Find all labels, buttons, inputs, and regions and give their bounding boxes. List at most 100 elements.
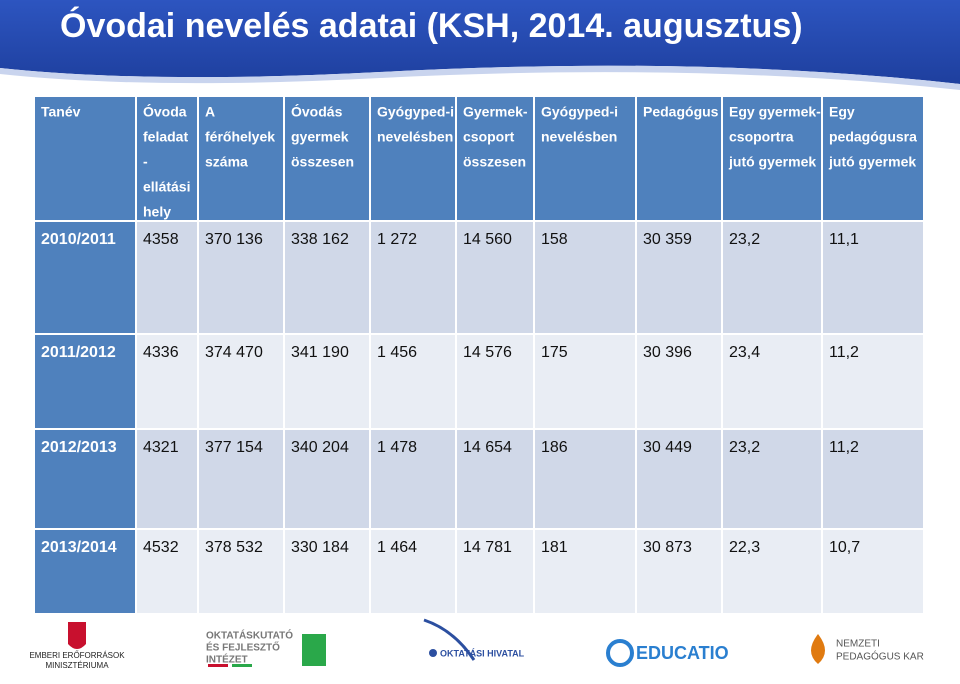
cell (199, 335, 283, 428)
cell (137, 430, 197, 528)
header-text: ellátási (143, 179, 190, 195)
header-text: jutó gyermek (828, 154, 916, 170)
header-text: hely (143, 204, 171, 220)
cell-text: 14 654 (463, 439, 512, 456)
cell-text: 11,1 (829, 231, 859, 248)
cell-text: 1 464 (377, 539, 417, 556)
cell (199, 222, 283, 333)
cell (457, 530, 533, 613)
cell (535, 335, 635, 428)
cell (285, 430, 369, 528)
cell (823, 335, 923, 428)
crest (68, 622, 86, 649)
header-text: pedagógusra (829, 129, 917, 145)
cell-text: 341 190 (291, 344, 349, 361)
logo-text: PEDAGÓGUS KAR (836, 650, 924, 663)
header-text: jutó gyermek (728, 154, 816, 170)
cell-text: 338 162 (291, 231, 349, 248)
cell (723, 335, 821, 428)
header-text: Gyermek- (463, 104, 528, 120)
cell (285, 222, 369, 333)
header-cell (199, 97, 283, 220)
cell-text: 11,2 (829, 439, 859, 456)
cell-text: 14 560 (463, 231, 512, 248)
cell (823, 430, 923, 528)
cell-text: 22,3 (729, 539, 760, 556)
cell (723, 222, 821, 333)
logo-text: NEMZETI (836, 639, 880, 650)
cell-text: 23,4 (729, 344, 760, 361)
cell (823, 222, 923, 333)
cell (199, 430, 283, 528)
ofi-bar (208, 664, 228, 667)
cell (723, 430, 821, 528)
cell (199, 530, 283, 613)
cell-text: 23,2 (729, 231, 760, 248)
header-text: férőhelyek (205, 129, 275, 145)
cell-text: 14 576 (463, 344, 512, 361)
cell-text: 1 478 (377, 439, 417, 456)
oh-dot (429, 649, 437, 657)
logo-text: ÉS FEJLESZTŐ (206, 641, 280, 654)
logo-text: EDUCATIO (636, 643, 729, 663)
header-cell (535, 97, 635, 220)
header-text: Tanév (41, 104, 81, 120)
header-text: nevelésben (541, 129, 617, 145)
cell-text: 1 456 (377, 344, 417, 361)
cell (457, 335, 533, 428)
cell (137, 530, 197, 613)
cell (371, 335, 455, 428)
banner (0, 0, 960, 84)
cell (823, 530, 923, 613)
header-text: Gyógyped-i (541, 104, 618, 120)
header-text: Óvodás (291, 103, 343, 120)
cell-text: 4321 (143, 439, 179, 456)
cell (371, 530, 455, 613)
cell (137, 222, 197, 333)
cell-text: 30 449 (643, 439, 692, 456)
header-cell (723, 97, 821, 220)
cell (637, 335, 721, 428)
header-text: összesen (463, 154, 526, 170)
cell (637, 530, 721, 613)
cell (535, 530, 635, 613)
cell-text: 377 154 (205, 439, 263, 456)
cell-text: 4336 (143, 344, 179, 361)
cell (637, 430, 721, 528)
cell-text: 30 873 (643, 539, 692, 556)
row-header: 2010/2011 (41, 231, 116, 248)
row-header-cell (35, 430, 135, 528)
header-text: nevelésben (377, 129, 453, 145)
header-text: A (205, 104, 215, 120)
row-header: 2012/2013 (41, 439, 117, 456)
row-header: 2013/2014 (41, 539, 117, 556)
cell (371, 430, 455, 528)
cell (457, 222, 533, 333)
cell-text: 330 184 (291, 539, 349, 556)
header-text: csoportra (729, 129, 794, 145)
cell (535, 430, 635, 528)
logo-text: OKTATÁSKUTATÓ (206, 629, 293, 642)
header-text: Gyógyped-i (377, 104, 454, 120)
cell-text: 374 470 (205, 344, 263, 361)
logo-text: INTÉZET (206, 653, 248, 666)
header-text: Egy (829, 104, 855, 120)
banner-edge (0, 65, 960, 90)
cell-text: 340 204 (291, 439, 349, 456)
header-text: - (143, 154, 148, 170)
cell-text: 30 359 (643, 231, 692, 248)
header-text: gyermek (291, 129, 349, 145)
cell (285, 335, 369, 428)
cell-text: 1 272 (377, 231, 417, 248)
cell-text: 4532 (143, 539, 179, 556)
cell (371, 222, 455, 333)
header-cell (137, 97, 197, 220)
cell-text: 30 396 (643, 344, 692, 361)
cell (457, 430, 533, 528)
header-text: száma (205, 154, 248, 170)
header-cell (823, 97, 923, 220)
cell-text: 14 781 (463, 539, 512, 556)
header-text: összesen (291, 154, 354, 170)
